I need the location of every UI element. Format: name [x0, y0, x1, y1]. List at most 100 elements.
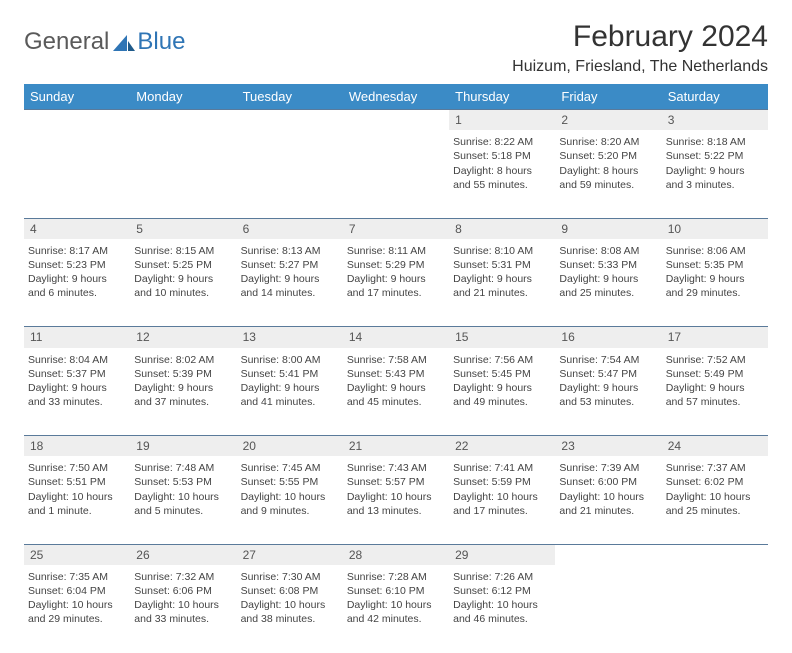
week-content-row: Sunrise: 7:35 AMSunset: 6:04 PMDaylight:… — [24, 565, 768, 653]
day-content: Sunrise: 7:35 AMSunset: 6:04 PMDaylight:… — [28, 568, 126, 627]
sunrise-line: Sunrise: 7:41 AM — [453, 461, 551, 475]
day-content: Sunrise: 7:28 AMSunset: 6:10 PMDaylight:… — [347, 568, 445, 627]
day-cell: Sunrise: 8:20 AMSunset: 5:20 PMDaylight:… — [555, 130, 661, 218]
sunrise-line: Sunrise: 7:56 AM — [453, 353, 551, 367]
sunrise-line: Sunrise: 7:35 AM — [28, 570, 126, 584]
day-content: Sunrise: 8:08 AMSunset: 5:33 PMDaylight:… — [559, 242, 657, 301]
daylight-line: Daylight: 9 hours and 53 minutes. — [559, 381, 657, 409]
day-cell — [343, 130, 449, 218]
sunrise-line: Sunrise: 7:58 AM — [347, 353, 445, 367]
daynum-row: 123 — [24, 110, 768, 131]
day-content: Sunrise: 8:00 AMSunset: 5:41 PMDaylight:… — [241, 351, 339, 410]
daynum-row: 2526272829 — [24, 544, 768, 565]
day-number: 23 — [555, 436, 661, 457]
day-content: Sunrise: 8:20 AMSunset: 5:20 PMDaylight:… — [559, 133, 657, 192]
day-cell: Sunrise: 8:08 AMSunset: 5:33 PMDaylight:… — [555, 239, 661, 327]
day-number — [24, 110, 130, 131]
day-number: 4 — [24, 218, 130, 239]
daylight-line: Daylight: 10 hours and 17 minutes. — [453, 490, 551, 518]
day-content: Sunrise: 7:45 AMSunset: 5:55 PMDaylight:… — [241, 459, 339, 518]
day-number: 24 — [662, 436, 768, 457]
day-cell: Sunrise: 8:13 AMSunset: 5:27 PMDaylight:… — [237, 239, 343, 327]
sunrise-line: Sunrise: 7:30 AM — [241, 570, 339, 584]
logo-sail-icon — [113, 33, 135, 51]
daylight-line: Daylight: 9 hours and 49 minutes. — [453, 381, 551, 409]
calendar-table: Sunday Monday Tuesday Wednesday Thursday… — [24, 84, 768, 653]
day-content: Sunrise: 8:13 AMSunset: 5:27 PMDaylight:… — [241, 242, 339, 301]
day-cell: Sunrise: 7:30 AMSunset: 6:08 PMDaylight:… — [237, 565, 343, 653]
day-content: Sunrise: 7:50 AMSunset: 5:51 PMDaylight:… — [28, 459, 126, 518]
sunrise-line: Sunrise: 7:52 AM — [666, 353, 764, 367]
day-number — [237, 110, 343, 131]
day-content: Sunrise: 7:39 AMSunset: 6:00 PMDaylight:… — [559, 459, 657, 518]
day-number: 19 — [130, 436, 236, 457]
day-number: 15 — [449, 327, 555, 348]
daylight-line: Daylight: 9 hours and 29 minutes. — [666, 272, 764, 300]
day-cell: Sunrise: 8:17 AMSunset: 5:23 PMDaylight:… — [24, 239, 130, 327]
daylight-line: Daylight: 9 hours and 14 minutes. — [241, 272, 339, 300]
logo-text-1: General — [24, 28, 109, 56]
daylight-line: Daylight: 9 hours and 45 minutes. — [347, 381, 445, 409]
day-cell: Sunrise: 7:26 AMSunset: 6:12 PMDaylight:… — [449, 565, 555, 653]
day-content: Sunrise: 7:30 AMSunset: 6:08 PMDaylight:… — [241, 568, 339, 627]
sunset-line: Sunset: 5:43 PM — [347, 367, 445, 381]
day-content: Sunrise: 8:18 AMSunset: 5:22 PMDaylight:… — [666, 133, 764, 192]
sunset-line: Sunset: 5:29 PM — [347, 258, 445, 272]
day-number: 11 — [24, 327, 130, 348]
daylight-line: Daylight: 8 hours and 55 minutes. — [453, 164, 551, 192]
daylight-line: Daylight: 10 hours and 33 minutes. — [134, 598, 232, 626]
day-number: 29 — [449, 544, 555, 565]
weekday-header: Wednesday — [343, 84, 449, 110]
day-cell: Sunrise: 7:52 AMSunset: 5:49 PMDaylight:… — [662, 348, 768, 436]
sunset-line: Sunset: 5:49 PM — [666, 367, 764, 381]
day-number: 21 — [343, 436, 449, 457]
day-cell: Sunrise: 8:22 AMSunset: 5:18 PMDaylight:… — [449, 130, 555, 218]
day-cell: Sunrise: 8:06 AMSunset: 5:35 PMDaylight:… — [662, 239, 768, 327]
day-cell: Sunrise: 7:32 AMSunset: 6:06 PMDaylight:… — [130, 565, 236, 653]
sunrise-line: Sunrise: 8:22 AM — [453, 135, 551, 149]
day-cell — [130, 130, 236, 218]
header: General Blue February 2024 Huizum, Fries… — [24, 20, 768, 76]
week-content-row: Sunrise: 8:17 AMSunset: 5:23 PMDaylight:… — [24, 239, 768, 327]
day-number: 27 — [237, 544, 343, 565]
daylight-line: Daylight: 10 hours and 5 minutes. — [134, 490, 232, 518]
day-cell: Sunrise: 7:37 AMSunset: 6:02 PMDaylight:… — [662, 456, 768, 544]
daylight-line: Daylight: 10 hours and 9 minutes. — [241, 490, 339, 518]
daylight-line: Daylight: 10 hours and 29 minutes. — [28, 598, 126, 626]
sunset-line: Sunset: 6:04 PM — [28, 584, 126, 598]
day-cell — [237, 130, 343, 218]
day-number: 14 — [343, 327, 449, 348]
daylight-line: Daylight: 10 hours and 46 minutes. — [453, 598, 551, 626]
day-number: 6 — [237, 218, 343, 239]
day-cell: Sunrise: 7:48 AMSunset: 5:53 PMDaylight:… — [130, 456, 236, 544]
logo-text-2: Blue — [137, 28, 185, 56]
sunrise-line: Sunrise: 8:02 AM — [134, 353, 232, 367]
day-cell: Sunrise: 8:18 AMSunset: 5:22 PMDaylight:… — [662, 130, 768, 218]
daylight-line: Daylight: 9 hours and 10 minutes. — [134, 272, 232, 300]
sunrise-line: Sunrise: 7:50 AM — [28, 461, 126, 475]
day-cell: Sunrise: 8:04 AMSunset: 5:37 PMDaylight:… — [24, 348, 130, 436]
sunset-line: Sunset: 6:08 PM — [241, 584, 339, 598]
day-content: Sunrise: 7:52 AMSunset: 5:49 PMDaylight:… — [666, 351, 764, 410]
sunrise-line: Sunrise: 7:32 AM — [134, 570, 232, 584]
day-cell: Sunrise: 8:11 AMSunset: 5:29 PMDaylight:… — [343, 239, 449, 327]
daynum-row: 18192021222324 — [24, 436, 768, 457]
weekday-header: Sunday — [24, 84, 130, 110]
sunset-line: Sunset: 5:25 PM — [134, 258, 232, 272]
day-content: Sunrise: 8:04 AMSunset: 5:37 PMDaylight:… — [28, 351, 126, 410]
sunrise-line: Sunrise: 7:26 AM — [453, 570, 551, 584]
day-cell — [662, 565, 768, 653]
daylight-line: Daylight: 10 hours and 25 minutes. — [666, 490, 764, 518]
day-cell: Sunrise: 7:41 AMSunset: 5:59 PMDaylight:… — [449, 456, 555, 544]
sunset-line: Sunset: 5:37 PM — [28, 367, 126, 381]
title-block: February 2024 Huizum, Friesland, The Net… — [512, 20, 768, 76]
day-cell: Sunrise: 7:54 AMSunset: 5:47 PMDaylight:… — [555, 348, 661, 436]
week-content-row: Sunrise: 7:50 AMSunset: 5:51 PMDaylight:… — [24, 456, 768, 544]
day-number: 3 — [662, 110, 768, 131]
day-number: 25 — [24, 544, 130, 565]
daylight-line: Daylight: 9 hours and 6 minutes. — [28, 272, 126, 300]
day-cell — [24, 130, 130, 218]
sunrise-line: Sunrise: 7:39 AM — [559, 461, 657, 475]
day-number: 2 — [555, 110, 661, 131]
day-number: 9 — [555, 218, 661, 239]
